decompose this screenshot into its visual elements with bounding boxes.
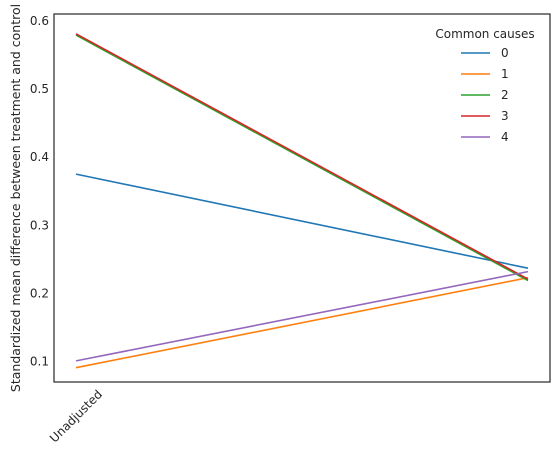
y-tick-labels: 0.1 0.2 0.3 0.4 0.5 0.6: [30, 14, 49, 369]
legend-label-1: 1: [501, 67, 509, 81]
y-tick-label: 0.6: [30, 14, 49, 28]
legend-label-4: 4: [501, 130, 509, 144]
legend: Common causes 0 1 2 3 4: [435, 27, 534, 144]
y-tick-label: 0.5: [30, 82, 49, 96]
legend-label-0: 0: [501, 46, 509, 60]
x-tick-label: Unadjusted: [47, 387, 105, 445]
series-layer: [75, 33, 529, 369]
x-tick-labels: Unadjusted: [47, 387, 105, 445]
y-tick-label: 0.2: [30, 286, 49, 300]
series-line-2: [75, 34, 529, 282]
y-tick-label: 0.4: [30, 150, 49, 164]
series-line-0: [75, 173, 529, 269]
series-line-1: [75, 276, 529, 369]
legend-label-3: 3: [501, 109, 509, 123]
plot-frame: [53, 13, 551, 383]
y-tick-label: 0.1: [30, 355, 49, 369]
legend-title: Common causes: [435, 27, 534, 41]
series-line-3: [75, 33, 529, 280]
y-axis-label: Standardized mean difference between tre…: [8, 4, 23, 392]
legend-items: 0 1 2 3 4: [461, 46, 509, 144]
series-line-4: [75, 270, 529, 362]
y-tick-label: 0.3: [30, 218, 49, 232]
legend-label-2: 2: [501, 88, 509, 102]
